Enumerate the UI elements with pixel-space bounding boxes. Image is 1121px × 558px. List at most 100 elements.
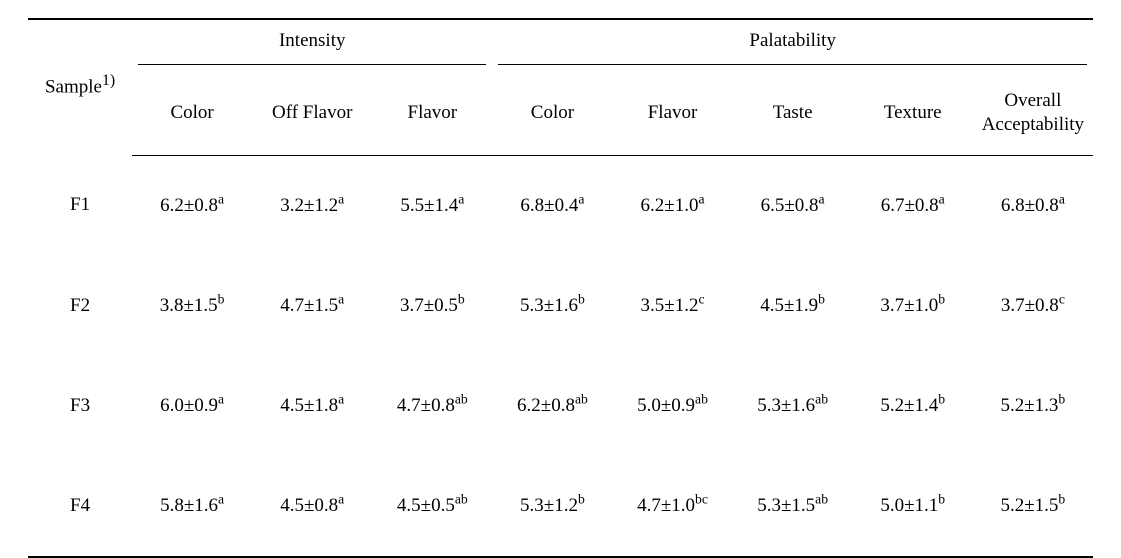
value-superscript: b (578, 291, 585, 306)
sample-cell: F2 (28, 256, 132, 356)
col-p-taste: Taste (733, 79, 853, 155)
value-cell: 4.7±1.5a (252, 256, 372, 356)
table-row: F2 3.8±1.5b 4.7±1.5a 3.7±0.5b 5.3±1.6b 3.5±1.… (28, 256, 1093, 356)
value: 4.7±0.8ab (397, 395, 468, 416)
value-superscript: bc (695, 491, 708, 506)
value-superscript: a (338, 491, 344, 506)
value-superscript: a (218, 191, 224, 206)
value: 5.3±1.2b (520, 495, 585, 516)
value: 3.5±1.2c (641, 295, 705, 316)
value-superscript: c (698, 291, 704, 306)
value-cell: 5.8±1.6a (132, 456, 252, 557)
value: 6.0±0.9a (160, 395, 224, 416)
value: 5.5±1.4a (400, 195, 464, 216)
col-p-overall: Overall Acceptability (973, 79, 1093, 155)
value: 5.0±1.1b (880, 495, 945, 516)
value-cell: 3.2±1.2a (252, 155, 372, 256)
sample-label-sup: 1) (102, 72, 115, 89)
value: 5.8±1.6a (160, 495, 224, 516)
sample-cell: F3 (28, 356, 132, 456)
value: 3.7±1.0b (880, 295, 945, 316)
col-i-off: Off Flavor (252, 79, 372, 155)
value-superscript: a (819, 191, 825, 206)
value: 4.5±0.5ab (397, 495, 468, 516)
value: 5.3±1.5ab (757, 495, 828, 516)
value: 3.8±1.5b (160, 295, 225, 316)
group-palatability: Palatability (492, 19, 1093, 79)
value-superscript: ab (695, 391, 708, 406)
value-cell: 5.2±1.4b (853, 356, 973, 456)
value-cell: 6.2±0.8a (132, 155, 252, 256)
value-cell: 3.7±0.5b (372, 256, 492, 356)
value: 6.5±0.8a (761, 195, 825, 216)
value-superscript: a (338, 191, 344, 206)
value-cell: 3.8±1.5b (132, 256, 252, 356)
col-p-texture: Texture (853, 79, 973, 155)
group-palatability-rule (498, 64, 1087, 65)
value-cell: 4.5±1.8a (252, 356, 372, 456)
col-p-color: Color (492, 79, 612, 155)
value: 3.2±1.2a (280, 195, 344, 216)
value-superscript: b (938, 491, 945, 506)
value-cell: 5.5±1.4a (372, 155, 492, 256)
value: 6.7±0.8a (881, 195, 945, 216)
value-superscript: ab (575, 391, 588, 406)
value: 5.2±1.4b (880, 395, 945, 416)
value-cell: 6.2±0.8ab (492, 356, 612, 456)
value: 5.0±0.9ab (637, 395, 708, 416)
sample-cell: F1 (28, 155, 132, 256)
value-superscript: b (578, 491, 585, 506)
value-cell: 3.5±1.2c (612, 256, 732, 356)
value-superscript: a (1059, 191, 1065, 206)
value-superscript: a (218, 391, 224, 406)
col-p-overall-l1: Overall (1004, 90, 1061, 111)
value-superscript: c (1059, 291, 1065, 306)
value-cell: 4.5±1.9b (733, 256, 853, 356)
value-cell: 3.7±0.8c (973, 256, 1093, 356)
value: 3.7±0.5b (400, 295, 465, 316)
value-superscript: a (218, 491, 224, 506)
value-cell: 6.8±0.8a (973, 155, 1093, 256)
value-superscript: a (458, 191, 464, 206)
value-cell: 6.2±1.0a (612, 155, 732, 256)
value-cell: 5.3±1.6b (492, 256, 612, 356)
value-superscript: b (818, 291, 825, 306)
value-superscript: a (338, 291, 344, 306)
value: 4.7±1.0bc (637, 495, 708, 516)
value: 6.2±0.8ab (517, 395, 588, 416)
table-row: F3 6.0±0.9a 4.5±1.8a 4.7±0.8ab 6.2±0.8ab 5.0±… (28, 356, 1093, 456)
value: 4.7±1.5a (280, 295, 344, 316)
table-row: F16.2±0.8a 3.2±1.2a 5.5±1.4a 6.8±0.4a 6.2±1.… (28, 155, 1093, 256)
value-superscript: a (698, 191, 704, 206)
value-superscript: ab (455, 391, 468, 406)
col-i-flavor: Flavor (372, 79, 492, 155)
col-p-overall-l2: Acceptability (982, 114, 1084, 135)
col-sample: Sample1) (28, 19, 132, 155)
group-palatability-label: Palatability (749, 30, 836, 51)
value-cell: 4.7±1.0bc (612, 456, 732, 557)
value-superscript: a (578, 191, 584, 206)
value-cell: 4.5±0.5ab (372, 456, 492, 557)
col-i-color: Color (132, 79, 252, 155)
sample-cell: F4 (28, 456, 132, 557)
value-superscript: b (1058, 391, 1065, 406)
value-cell: 5.2±1.5b (973, 456, 1093, 557)
value-superscript: a (939, 191, 945, 206)
sensory-table: Sample1) Intensity Palatability Color Of… (28, 18, 1093, 558)
value: 6.2±1.0a (641, 195, 705, 216)
value-superscript: a (338, 391, 344, 406)
value: 6.8±0.4a (520, 195, 584, 216)
value-cell: 5.0±1.1b (853, 456, 973, 557)
value: 4.5±0.8a (280, 495, 344, 516)
value: 5.2±1.5b (1000, 495, 1065, 516)
table-row: F4 5.8±1.6a 4.5±0.8a 4.5±0.5ab 5.3±1.2b 4.7±1… (28, 456, 1093, 557)
value-cell: 5.3±1.6ab (733, 356, 853, 456)
sample-label-text: Sample (45, 77, 102, 98)
value-superscript: b (938, 291, 945, 306)
value-superscript: b (218, 291, 225, 306)
value-cell: 5.3±1.2b (492, 456, 612, 557)
value-cell: 5.3±1.5ab (733, 456, 853, 557)
value-superscript: b (938, 391, 945, 406)
value-cell: 6.7±0.8a (853, 155, 973, 256)
value-superscript: b (1058, 491, 1065, 506)
